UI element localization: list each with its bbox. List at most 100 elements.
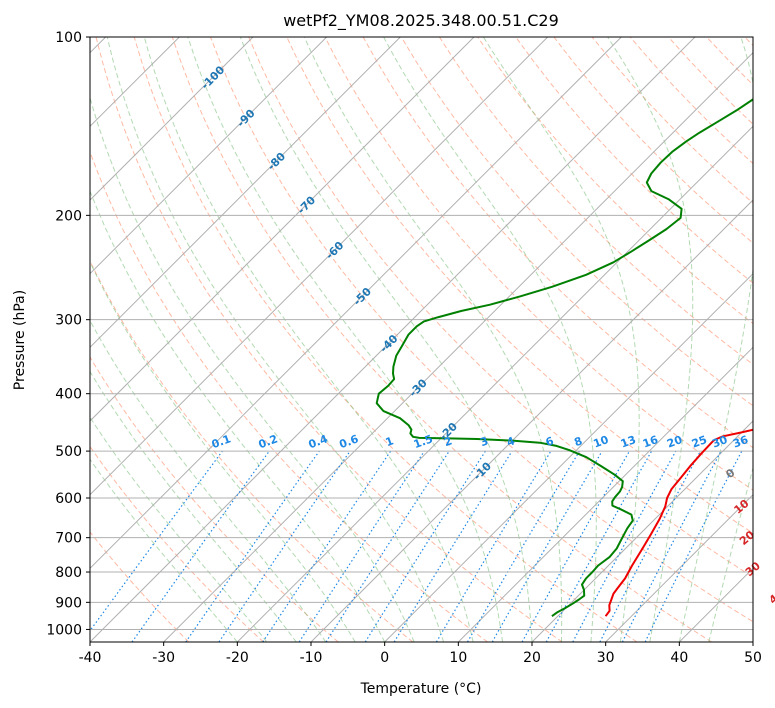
mixing-ratio-label: 36 (731, 433, 750, 451)
x-tick-label: 30 (597, 650, 615, 666)
dry-adiabat (400, 37, 753, 407)
moist-adiabat (106, 37, 445, 642)
plot-background (90, 37, 753, 642)
mixing-ratio-label: 6 (544, 434, 556, 449)
moist-adiabat (187, 37, 503, 642)
moist-adiabat (678, 37, 753, 642)
moist-adiabat (90, 260, 356, 642)
isotherm-line (310, 199, 753, 642)
x-axis-label: Temperature (°C) (360, 681, 482, 697)
x-tick-label: 20 (523, 650, 541, 666)
mixing-ratio-line (545, 450, 653, 642)
x-tick-label: -30 (152, 650, 175, 666)
moist-adiabat (90, 319, 327, 642)
dry-adiabat (90, 531, 190, 642)
moist-adiabat (239, 37, 533, 642)
mixing-ratio-line (325, 450, 450, 642)
isotherm-line (531, 420, 753, 642)
isotherm-line (90, 37, 254, 201)
moist-adiabat (90, 189, 386, 642)
isotherm-line (457, 346, 753, 642)
dry-adiabat (133, 37, 638, 642)
background-lines (90, 37, 753, 642)
mixing-ratio-line (131, 450, 270, 642)
isotherm-line (163, 51, 753, 642)
dry-adiabat (90, 445, 264, 642)
mixing-ratio-line (262, 450, 392, 642)
x-tick-label: 0 (380, 650, 389, 666)
moist-adiabat (383, 37, 597, 642)
isotherm-line (605, 493, 753, 642)
dry-adiabat (90, 150, 488, 642)
mixing-ratio-label: 1 (384, 434, 396, 449)
y-tick-label: 100 (55, 30, 82, 46)
isotherm-line (90, 37, 696, 642)
x-axis-ticks: -40 -30 -20 -10 0 10 20 30 40 50 (79, 642, 762, 666)
mixing-ratio-line (644, 450, 743, 642)
mixing-ratio-line (572, 450, 677, 642)
x-tick-label: 40 (670, 650, 688, 666)
mixing-ratio-label: 1.5 (412, 432, 435, 451)
moist-adiabat (303, 37, 563, 642)
y-tick-label: 1000 (46, 622, 82, 638)
mixing-ratio-line (298, 450, 425, 642)
x-tick-label: 50 (744, 650, 762, 666)
pressure-grid (90, 37, 753, 630)
mixing-ratio-label: 8 (572, 434, 584, 449)
moist-adiabat (90, 416, 268, 642)
mixing-ratio-line (185, 450, 320, 642)
y-tick-label: 900 (55, 595, 82, 611)
x-tick-label: 10 (449, 650, 467, 666)
dry-adiabat (90, 356, 339, 642)
plot-frame (89, 36, 754, 643)
moist-adiabat (90, 458, 238, 642)
isotherm-line (384, 272, 753, 642)
mixing-ratio-label: 20 (665, 433, 684, 451)
temperature-line (604, 428, 753, 617)
dewpoint-line (375, 98, 753, 618)
y-tick-label: 400 (55, 387, 82, 403)
mixing-ratio-label: 30 (710, 433, 729, 451)
mixing-ratio-label: 10 (592, 433, 611, 451)
y-tick-label: 200 (55, 208, 82, 224)
x-tick-label: -10 (300, 650, 323, 666)
isotherm-line (236, 125, 753, 642)
dry-adiabat-label: 40 (767, 587, 775, 607)
mixing-ratio-label: 16 (641, 433, 660, 451)
mixing-ratio-label: 13 (619, 433, 638, 450)
y-tick-label: 600 (55, 491, 82, 507)
y-tick-label: 500 (55, 444, 82, 460)
y-tick-label: 800 (55, 565, 82, 581)
isotherm-line (90, 37, 475, 422)
mixing-ratio-label: 0.2 (257, 432, 280, 451)
moist-adiabat (607, 37, 694, 642)
x-tick-label: -20 (226, 650, 249, 666)
isotherm-line (90, 37, 328, 275)
moist-adiabat (482, 37, 640, 642)
profile-series (375, 98, 753, 618)
dry-adiabat (515, 37, 753, 284)
moist-adiabat (143, 37, 474, 642)
y-tick-label: 700 (55, 531, 82, 547)
dry-adiabat (95, 37, 563, 642)
isotherm-line (752, 641, 753, 642)
x-tick-label: -40 (79, 650, 102, 666)
mixing-ratio-line (521, 450, 631, 642)
isotherm-line (90, 37, 401, 349)
mixing-ratio-label: 0.6 (338, 432, 361, 451)
mixing-ratio-label: 4 (505, 434, 517, 449)
chart-title: wetPf2_YM08.2025.348.00.51.C29 (283, 11, 559, 31)
y-axis-label: Pressure (hPa) (12, 290, 28, 390)
isotherm-line (90, 37, 622, 570)
mixing-ratio-label: 2 (442, 434, 454, 449)
dry-adiabat (438, 37, 753, 366)
y-tick-label: 300 (55, 313, 82, 329)
mixing-ratio-label: 0.4 (307, 432, 330, 451)
dry-adiabat (210, 37, 753, 623)
mixing-ratio-label: 3 (478, 434, 490, 449)
y-axis-ticks: 100 200 300 400 500 600 700 800 900 1000 (46, 30, 90, 638)
moist-adiabat (708, 466, 753, 642)
mixing-ratio-line (90, 450, 223, 632)
isotherm-line (90, 37, 549, 496)
